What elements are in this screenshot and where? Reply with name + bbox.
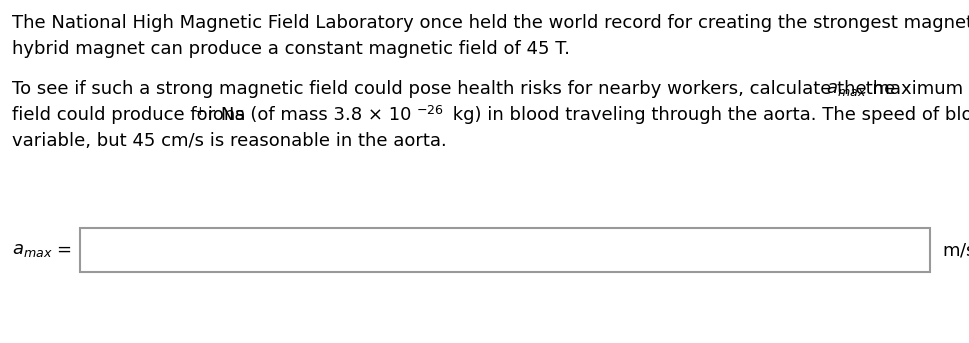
Text: hybrid magnet can produce a constant magnetic field of 45 T.: hybrid magnet can produce a constant mag… — [12, 40, 570, 58]
Text: $\mathregular{m/s^2}$: $\mathregular{m/s^2}$ — [941, 239, 969, 261]
Text: kg) in blood traveling through the aorta. The speed of blood is highly: kg) in blood traveling through the aorta… — [447, 106, 969, 124]
Text: field could produce for Na: field could produce for Na — [12, 106, 245, 124]
Text: $a_{max}$: $a_{max}$ — [12, 241, 52, 259]
Text: $^+$: $^+$ — [192, 106, 205, 124]
Text: $^{-26}$: $^{-26}$ — [416, 106, 444, 124]
Text: variable, but 45 cm/s is reasonable in the aorta.: variable, but 45 cm/s is reasonable in t… — [12, 132, 447, 150]
Text: $a_{max}$: $a_{max}$ — [826, 80, 865, 98]
Text: The National High Magnetic Field Laboratory once held the world record for creat: The National High Magnetic Field Laborat… — [12, 14, 969, 32]
Bar — [79, 228, 929, 272]
Text: =: = — [56, 241, 71, 259]
Text: ions (of mass 3.8 × 10: ions (of mass 3.8 × 10 — [202, 106, 411, 124]
Text: the: the — [860, 80, 894, 98]
Text: To see if such a strong magnetic field could pose health risks for nearby worker: To see if such a strong magnetic field c… — [12, 80, 969, 98]
